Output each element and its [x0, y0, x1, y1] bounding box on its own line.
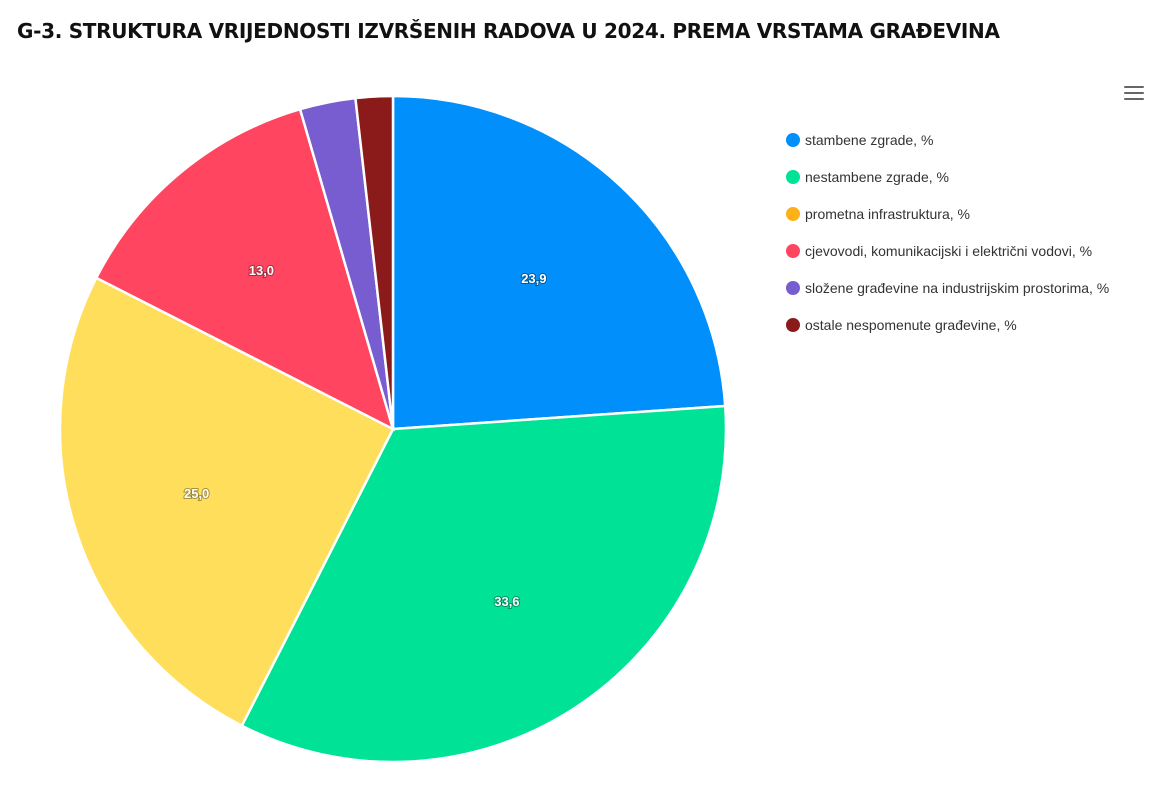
legend-marker-icon [786, 169, 800, 184]
legend-item-cjevovodi[interactable]: cjevovodi, komunikacijski i električni v… [786, 232, 1109, 269]
legend-label: nestambene zgrade, % [805, 168, 949, 185]
legend: stambene zgrade, % nestambene zgrade, % … [786, 121, 1109, 343]
slice-data-label: 25,0 [184, 486, 209, 501]
slice-data-label: 33,6 [494, 594, 519, 609]
legend-item-slozene[interactable]: složene građevine na industrijskim prost… [786, 269, 1109, 306]
pie-slice[interactable] [58, 276, 395, 728]
legend-label: složene građevine na industrijskim prost… [805, 279, 1110, 296]
legend-marker-icon [786, 280, 800, 295]
legend-item-stambene[interactable]: stambene zgrade, % [786, 121, 1109, 158]
legend-marker-icon [786, 132, 800, 147]
pie-chart: 23,9 33,6 25,0 13,0 [58, 94, 728, 764]
slice-data-label: 23,9 [521, 271, 546, 286]
legend-label: prometna infrastruktura, % [805, 205, 970, 222]
legend-label: ostale nespomenute građevine, % [805, 316, 1017, 333]
legend-marker-icon [786, 206, 800, 221]
chart-title: G-3. STRUKTURA VRIJEDNOSTI IZVRŠENIH RAD… [17, 19, 1000, 43]
legend-item-prometna[interactable]: prometna infrastruktura, % [786, 195, 1109, 232]
legend-item-nestambene[interactable]: nestambene zgrade, % [786, 158, 1109, 195]
pie-slice[interactable] [391, 94, 727, 431]
legend-label: cjevovodi, komunikacijski i električni v… [805, 242, 1093, 259]
pie-slice[interactable] [94, 107, 396, 432]
legend-label: stambene zgrade, % [805, 131, 934, 148]
legend-marker-icon [786, 317, 800, 332]
hamburger-menu-icon[interactable] [1124, 86, 1144, 102]
pie-slice[interactable] [240, 404, 728, 764]
pie-slice[interactable] [354, 94, 395, 430]
legend-item-ostale[interactable]: ostale nespomenute građevine, % [786, 306, 1109, 343]
legend-marker-icon [786, 243, 800, 258]
slice-data-label: 13,0 [249, 263, 274, 278]
